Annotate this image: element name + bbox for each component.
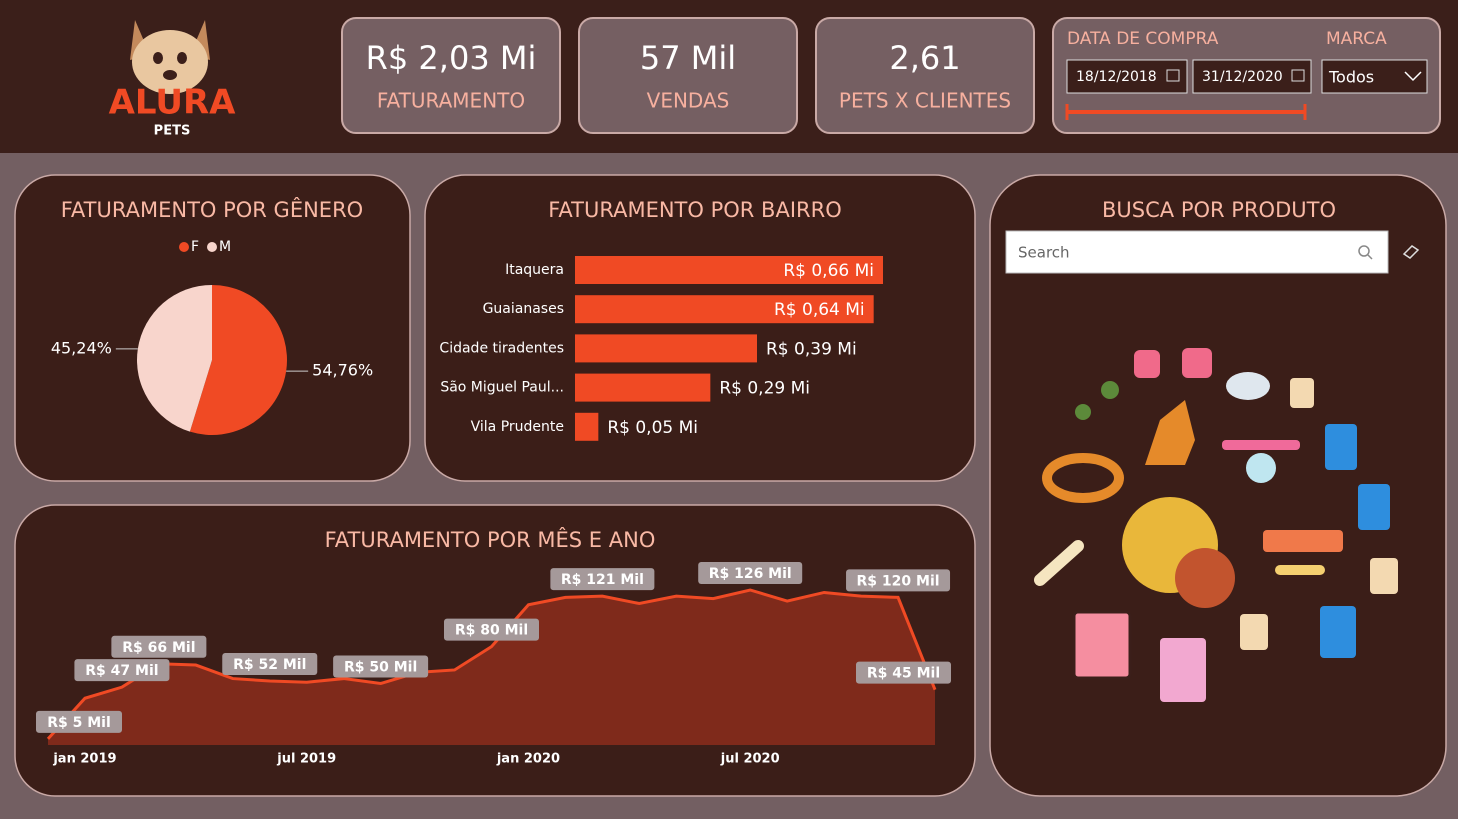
date-end: 31/12/2020 bbox=[1202, 69, 1283, 85]
date-slider[interactable] bbox=[1065, 104, 1307, 120]
filter-title: MARCA bbox=[1326, 29, 1387, 49]
kpi-card: 2,61 PETS X CLIENTES bbox=[815, 17, 1035, 134]
brand-dropdown[interactable]: Todos bbox=[1321, 59, 1428, 94]
category-label: São Miguel Paul... bbox=[440, 380, 564, 396]
kpi-value: R$ 2,03 Mi bbox=[366, 39, 537, 77]
chart-title: FATURAMENTO POR GÊNERO bbox=[61, 197, 363, 222]
eraser-button[interactable] bbox=[1402, 245, 1420, 259]
pie-slice bbox=[137, 285, 212, 432]
search-box[interactable]: Search bbox=[1005, 230, 1389, 274]
legend-label: M bbox=[219, 239, 231, 255]
bar bbox=[575, 256, 883, 284]
area bbox=[48, 590, 935, 745]
bar bbox=[575, 412, 599, 441]
data-label-box bbox=[550, 568, 655, 591]
data-label: R$ 0,64 Mi bbox=[774, 300, 865, 320]
data-label-box bbox=[856, 661, 951, 684]
data-label: 54,76% bbox=[312, 361, 373, 380]
kpi-value: 57 Mil bbox=[640, 39, 736, 77]
legend-swatch bbox=[179, 242, 189, 252]
data-label: R$ 52 Mil bbox=[233, 657, 306, 673]
kpi-label: VENDAS bbox=[647, 89, 730, 113]
bar bbox=[575, 295, 874, 324]
kpi-value: 2,61 bbox=[889, 39, 960, 77]
search-title: BUSCA POR PRODUTO bbox=[1102, 198, 1336, 222]
chart-title: FATURAMENTO POR MÊS E ANO bbox=[325, 527, 656, 552]
filter-title: DATA DE COMPRA bbox=[1067, 29, 1219, 49]
category-label: Vila Prudente bbox=[471, 419, 564, 435]
filters: DATA DE COMPRA MARCA 18/12/2018 31/12/20… bbox=[1052, 17, 1441, 134]
legend-swatch bbox=[207, 242, 217, 252]
data-label: R$ 5 Mil bbox=[47, 715, 111, 731]
pie-slice bbox=[189, 285, 288, 435]
logo-sub: PETS bbox=[154, 124, 191, 139]
chart-title: FATURAMENTO POR BAIRRO bbox=[548, 198, 841, 222]
x-tick-label: jul 2020 bbox=[720, 752, 780, 767]
category-label: Guaianases bbox=[483, 301, 564, 317]
logo-name: ALURA bbox=[109, 83, 237, 123]
data-label: R$ 0,05 Mi bbox=[607, 418, 698, 438]
bar bbox=[575, 334, 757, 363]
data-label: R$ 121 Mil bbox=[561, 572, 644, 588]
data-label: R$ 0,39 Mi bbox=[766, 339, 857, 359]
data-label-box bbox=[36, 710, 122, 733]
kpi-label: PETS X CLIENTES bbox=[839, 89, 1011, 113]
data-label: R$ 120 Mil bbox=[857, 573, 940, 589]
legend-label: F bbox=[191, 239, 199, 255]
data-label: R$ 47 Mil bbox=[85, 663, 158, 679]
data-label-box bbox=[698, 562, 803, 584]
brand-value: Todos bbox=[1328, 68, 1374, 87]
data-label: R$ 0,29 Mi bbox=[719, 379, 810, 399]
product-icons bbox=[1034, 348, 1398, 702]
data-label-box bbox=[222, 653, 318, 676]
x-tick-label: jan 2020 bbox=[496, 752, 560, 767]
data-label-box bbox=[846, 569, 951, 592]
date-start-input[interactable]: 18/12/2018 bbox=[1066, 59, 1188, 94]
data-label: 45,24% bbox=[51, 338, 112, 357]
data-label: R$ 66 Mil bbox=[122, 640, 195, 656]
data-label-box bbox=[444, 618, 539, 641]
line bbox=[46, 588, 937, 740]
date-start: 18/12/2018 bbox=[1076, 69, 1157, 85]
data-label: R$ 126 Mil bbox=[709, 566, 792, 582]
data-label: R$ 45 Mil bbox=[867, 666, 940, 682]
category-label: Itaquera bbox=[505, 262, 564, 278]
date-end-input[interactable]: 31/12/2020 bbox=[1192, 59, 1312, 94]
search-placeholder: Search bbox=[1018, 244, 1070, 262]
data-label: R$ 50 Mil bbox=[344, 659, 417, 675]
data-label: R$ 0,66 Mi bbox=[783, 261, 874, 281]
kpi-card: R$ 2,03 Mi FATURAMENTO bbox=[341, 17, 561, 134]
x-tick-label: jul 2019 bbox=[276, 752, 336, 767]
bar bbox=[575, 373, 711, 402]
panel bbox=[424, 174, 976, 482]
x-tick-label: jan 2019 bbox=[52, 752, 116, 767]
kpi-card: 57 Mil VENDAS bbox=[578, 17, 798, 134]
data-label-box bbox=[74, 659, 170, 682]
kpi-label: FATURAMENTO bbox=[377, 89, 525, 113]
category-label: Cidade tiradentes bbox=[439, 340, 564, 356]
data-label-box bbox=[333, 655, 429, 678]
data-label-box bbox=[111, 635, 207, 658]
logo: ALURA PETS bbox=[109, 20, 237, 139]
data-label: R$ 80 Mil bbox=[455, 623, 528, 639]
